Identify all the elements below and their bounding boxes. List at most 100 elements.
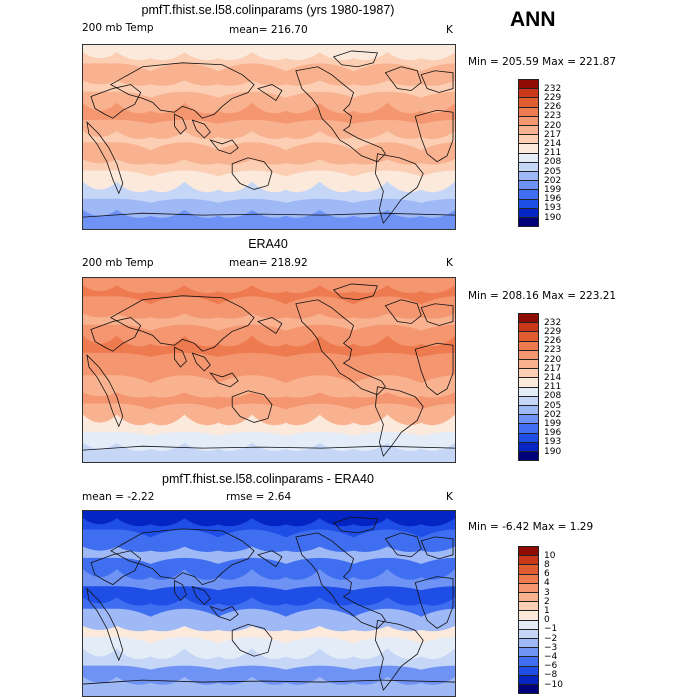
panel-2-mean-label: mean= 218.92	[229, 257, 308, 269]
panel-3-title: pmfT.fhist.se.l58.colinparams - ERA40	[162, 472, 374, 486]
contour-band	[83, 209, 455, 229]
map-canvas	[83, 278, 455, 462]
colorbar-level-label: 193	[544, 203, 562, 214]
panel-1-units: K	[446, 24, 453, 36]
colorbar-level-label: 232	[544, 317, 562, 328]
colorbar-level-label: 220	[544, 120, 562, 131]
coastline	[191, 585, 211, 606]
colorbar-swatch	[518, 684, 539, 695]
coastline	[257, 317, 283, 334]
colorbar-level-label: 211	[544, 148, 562, 159]
season-label: ANN	[510, 8, 556, 31]
colorbar-level-label: 217	[544, 363, 562, 374]
colorbar-level-label: 205	[544, 166, 562, 177]
colorbar-level-label: −2	[544, 633, 558, 644]
coastline	[414, 342, 454, 396]
coastline	[83, 445, 455, 451]
colorbar-level-label: 193	[544, 437, 562, 448]
coastline	[231, 157, 273, 190]
coastline	[110, 295, 255, 352]
coastline	[420, 303, 454, 326]
panel-1-map	[82, 44, 456, 230]
colorbar-level-label: −1	[544, 624, 558, 635]
colorbar-level-label: 208	[544, 157, 562, 168]
coastline	[295, 66, 386, 163]
coastline	[384, 66, 422, 91]
colorbar-level-label: 196	[544, 194, 562, 205]
coastline	[90, 317, 142, 352]
panel-2-units: K	[446, 257, 453, 269]
colorbar-level-label: 229	[544, 92, 562, 103]
panel-3-map	[82, 510, 456, 697]
coastline	[83, 679, 455, 685]
coastline	[90, 550, 142, 586]
coastline	[86, 354, 124, 428]
colorbar-level-label: 220	[544, 354, 562, 365]
panel-3-rmse-label: rmse = 2.64	[226, 491, 292, 503]
coastline	[209, 372, 239, 388]
coastline	[209, 605, 239, 621]
colorbar-level-label: 202	[544, 409, 562, 420]
coastline	[384, 299, 422, 324]
colorbar-level-label: 0	[544, 615, 550, 626]
coastline	[420, 536, 454, 560]
coastline	[110, 62, 255, 119]
panel-2-variable-label: 200 mb Temp	[82, 257, 154, 269]
colorbar-level-label: 229	[544, 326, 562, 337]
colorbar-level-label: −8	[544, 670, 558, 681]
contour-band	[83, 676, 455, 696]
colorbar-level-label: 190	[544, 212, 562, 223]
colorbar-level-label: −3	[544, 642, 558, 653]
panel-3-minmax: Min = -6.42 Max = 1.29	[468, 521, 594, 533]
colorbar-level-label: 211	[544, 382, 562, 393]
colorbar-level-label: −10	[544, 679, 563, 690]
coastline	[332, 50, 378, 68]
panel-2-title: ERA40	[248, 237, 288, 251]
coastline	[191, 119, 211, 139]
colorbar-swatch	[518, 217, 539, 228]
colorbar-level-label: 4	[544, 578, 550, 589]
colorbar-level-label: 208	[544, 391, 562, 402]
coastline	[257, 84, 283, 101]
coastline	[414, 576, 454, 629]
coastline	[209, 139, 239, 155]
panel-3-units: K	[446, 491, 453, 503]
colorbar-level-label: 223	[544, 345, 562, 356]
coastline	[257, 550, 283, 568]
coastline	[90, 84, 142, 119]
colorbar-level-label: 223	[544, 111, 562, 122]
colorbar-level-label: 6	[544, 569, 550, 580]
coastline	[332, 283, 378, 301]
colorbar-level-label: 226	[544, 102, 562, 113]
map-canvas	[83, 511, 455, 696]
panel-1-title: pmfT.fhist.se.l58.colinparams (yrs 1980-…	[141, 3, 395, 17]
colorbar-level-label: 2	[544, 596, 550, 607]
coastline	[295, 532, 386, 629]
coastline	[110, 528, 255, 586]
panel-3-mean-label: mean = -2.22	[82, 491, 155, 503]
panel-2-map	[82, 277, 456, 463]
coastline	[295, 299, 386, 396]
colorbar-level-label: −6	[544, 661, 558, 672]
colorbar-level-label: 217	[544, 129, 562, 140]
colorbar-level-label: −4	[544, 651, 558, 662]
coastline	[375, 153, 424, 224]
colorbar-level-label: 10	[544, 550, 556, 561]
coastline	[231, 623, 273, 657]
coastline	[384, 532, 422, 558]
contour-band	[83, 442, 455, 462]
panel-1-minmax: Min = 205.59 Max = 221.87	[468, 56, 617, 68]
colorbar-swatch	[518, 451, 539, 462]
coastline	[332, 516, 378, 534]
coastline	[174, 113, 187, 135]
colorbar-level-label: 8	[544, 559, 550, 570]
coastline	[174, 579, 187, 602]
map-canvas	[83, 45, 455, 229]
colorbar-level-label: 199	[544, 184, 562, 195]
panel-1-mean-label: mean= 216.70	[229, 24, 308, 36]
colorbar-level-label: 214	[544, 372, 562, 383]
colorbar-level-label: 214	[544, 138, 562, 149]
coastline	[414, 109, 454, 163]
coastline	[83, 212, 455, 218]
colorbar-level-label: 226	[544, 336, 562, 347]
